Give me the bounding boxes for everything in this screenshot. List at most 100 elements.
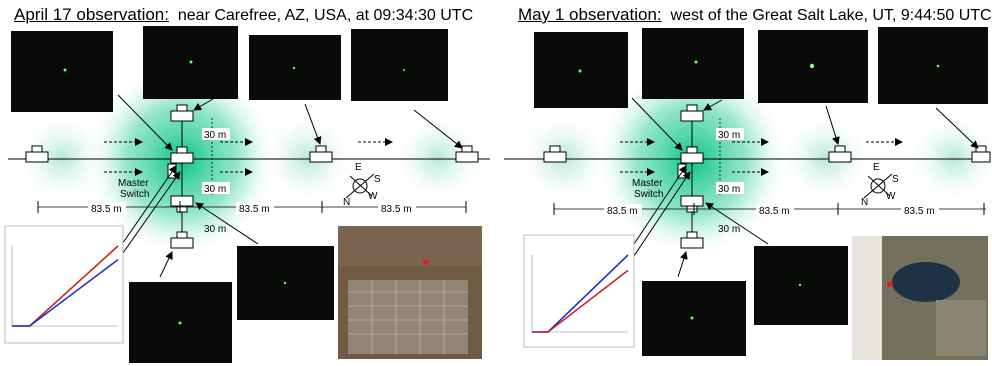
map-location-pin	[423, 259, 429, 265]
distance-label-30m-mid: 30 m	[718, 184, 740, 195]
light-dot	[798, 283, 802, 287]
light-halo	[912, 116, 992, 200]
photo-pointer-arrow	[629, 165, 687, 251]
distance-label-83m-right: 83.5 m	[381, 204, 412, 215]
lamp-unit	[549, 145, 561, 153]
label-bg	[716, 128, 744, 140]
label-bg	[378, 202, 416, 214]
compass-w: W	[886, 191, 896, 202]
map-terrain	[936, 300, 986, 356]
master-switch-label: Master	[118, 178, 149, 189]
compass-rose: N S E W	[343, 162, 381, 208]
photo-pointer-arrow	[413, 109, 463, 149]
lamp-unit	[170, 110, 194, 122]
label-bg	[901, 204, 939, 216]
compass-rose: N S E W	[861, 162, 899, 208]
chart-frame	[523, 234, 635, 348]
lamp-unit	[680, 110, 704, 122]
compass-e: E	[873, 162, 880, 173]
title-head: May 1 observation:	[518, 5, 662, 24]
photo-pointer-arrow	[935, 107, 979, 149]
master-switch-label: Master	[632, 178, 663, 189]
lamp-unit	[975, 145, 987, 153]
lamp-unit	[828, 151, 852, 163]
title-location: near Carefree, AZ, USA, at 09:34:30 UTC	[177, 7, 474, 24]
panel-title: April 17 observation: near Carefree, AZ,…	[14, 5, 473, 25]
lamp-unit	[461, 145, 473, 153]
compass-n: N	[861, 197, 868, 208]
panel-title: May 1 observation: west of the Great Sal…	[518, 5, 992, 25]
label-bg	[604, 204, 642, 216]
light-dot	[936, 64, 940, 68]
master-lamp	[176, 146, 188, 154]
april-observation-panel: April 17 observation: near Carefree, AZ,…	[4, 5, 490, 363]
chart-series-line-1	[532, 269, 629, 333]
light-dot	[403, 69, 405, 71]
light-dot	[694, 60, 698, 64]
lamp-unit	[176, 231, 188, 239]
distance-label-83m-left: 83.5 m	[91, 204, 122, 215]
photo-pointer-arrow	[193, 98, 214, 111]
title-head: April 17 observation:	[14, 5, 169, 24]
light-dot	[189, 60, 193, 64]
label-bg	[756, 204, 794, 216]
lamp-unit	[176, 205, 188, 213]
label-bg	[236, 202, 274, 214]
master-switch-label: Switch	[120, 189, 149, 200]
observation-photo	[351, 29, 448, 101]
lamp-unit	[680, 237, 704, 249]
master-switch-label: Switch	[634, 189, 663, 200]
distance-label-30m-mid: 30 m	[204, 184, 226, 195]
chart-plot	[531, 254, 629, 333]
light-halo	[20, 116, 104, 200]
lamp-unit	[543, 151, 567, 163]
light-dot	[578, 69, 582, 73]
distance-label-83m-mid: 83.5 m	[759, 206, 790, 217]
compass-w: W	[368, 191, 378, 202]
light-dot	[63, 68, 67, 72]
distance-label-30m-lower: 30 m	[204, 224, 226, 235]
photo-pointer-arrow	[117, 165, 177, 251]
chart-plot	[11, 245, 119, 327]
layout-diagram: 30 m 30 m 30 m 83.5 m 83.5 m 83.5 m Mast…	[4, 26, 490, 363]
label-bg	[88, 202, 126, 214]
lamp-unit	[315, 145, 327, 153]
master-lamp	[686, 146, 698, 154]
map-city-grid	[348, 280, 468, 354]
master-lamp	[680, 152, 704, 164]
compass-n: N	[343, 197, 350, 208]
light-dot	[809, 63, 815, 69]
light-halo	[784, 116, 868, 200]
distance-label-30m-upper: 30 m	[718, 130, 740, 141]
chart-frame	[4, 225, 124, 344]
photo-pointer-arrow	[631, 97, 683, 151]
lamp-unit	[834, 145, 846, 153]
light-dot	[690, 316, 694, 320]
lamp-unit	[176, 104, 188, 112]
label-bg	[716, 182, 744, 194]
lamp-unit	[686, 104, 698, 112]
chart-series-line-1	[12, 258, 119, 327]
distance-label-83m-mid: 83.5 m	[239, 204, 270, 215]
observation-photo	[642, 281, 746, 356]
distance-label-83m-left: 83.5 m	[607, 206, 638, 217]
photo-pointer-arrow	[677, 251, 688, 278]
photo-pointer-arrow	[825, 105, 840, 145]
map-location-pin	[887, 281, 893, 287]
light-dot	[283, 281, 287, 285]
compass-s: S	[892, 174, 899, 185]
lamp-unit	[170, 237, 194, 249]
photo-pointer-arrow	[705, 202, 769, 245]
photo-pointer-arrow	[195, 202, 259, 245]
photo-pointer-arrow	[629, 171, 691, 263]
map-terrain	[338, 226, 482, 266]
distance-label-30m-upper: 30 m	[204, 130, 226, 141]
lamp-unit	[686, 231, 698, 239]
lamp-unit	[309, 151, 333, 163]
layout-diagram: 30 m 30 m 30 m 83.5 m 83.5 m 83.5 m Mast…	[504, 27, 992, 360]
light-dot	[292, 66, 296, 70]
photo-pointer-arrow	[117, 171, 181, 261]
lamp-unit	[25, 151, 49, 163]
photo-pointer-arrow	[159, 251, 173, 278]
map-salt-flats	[852, 236, 882, 360]
